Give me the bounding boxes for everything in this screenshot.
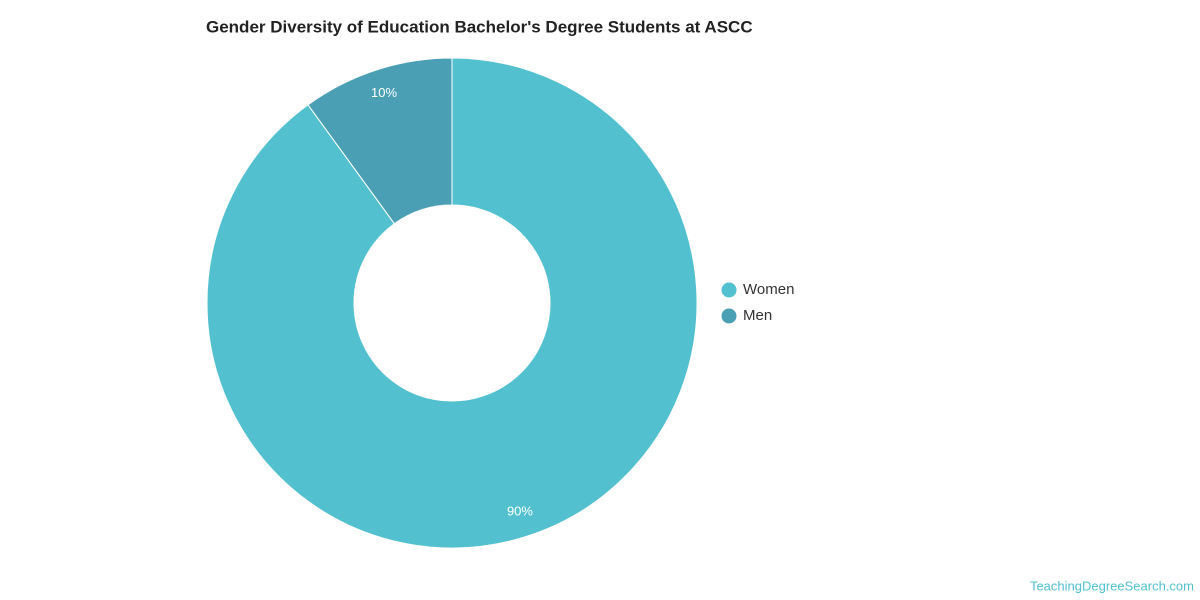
legend-label: Men (743, 307, 772, 324)
legend-swatch (721, 308, 737, 324)
data-label: 10% (371, 85, 397, 100)
legend-swatch (721, 282, 737, 298)
legend-label: Women (743, 281, 794, 298)
donut-slice (206, 57, 698, 549)
data-label: 90% (507, 504, 533, 519)
donut-slice (307, 57, 453, 225)
source[interactable]: TeachingDegreeSearch.com (1030, 578, 1194, 593)
chart-title: Gender Diversity of Education Bachelor's… (206, 17, 753, 36)
